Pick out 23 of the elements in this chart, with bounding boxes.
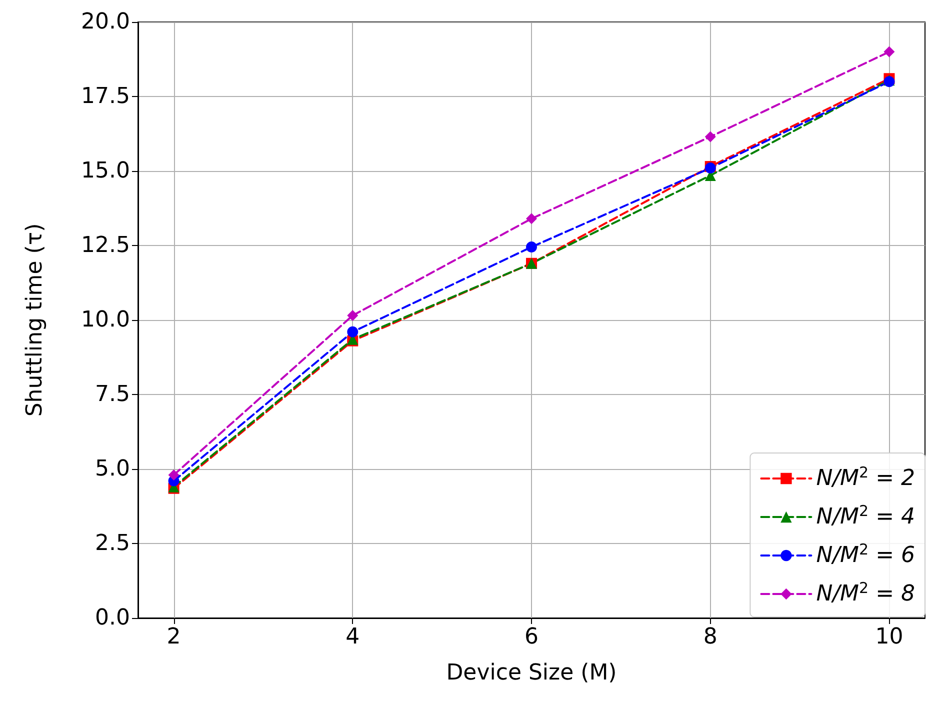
point (884, 46, 895, 58)
x-tick-label: 2 (166, 624, 181, 650)
x-axis-title: Device Size (M) (446, 660, 617, 686)
y-tick-label: 12.5 (81, 233, 130, 258)
y-tick-label: 17.5 (81, 84, 130, 109)
x-tick-label: 6 (524, 624, 538, 650)
point (168, 469, 180, 480)
x-tick-label: 10 (875, 624, 904, 650)
point (347, 326, 358, 338)
point (526, 241, 537, 252)
x-tick-label: 8 (703, 624, 718, 650)
x-tick-label: 4 (346, 624, 360, 650)
y-tick-label: 20.0 (81, 10, 130, 34)
y-tick-label: 7.5 (95, 382, 130, 407)
point (347, 310, 358, 322)
y-tick-label: 0.0 (95, 606, 130, 630)
y-tick-label: 10.0 (81, 308, 130, 332)
point (704, 131, 716, 142)
point (526, 213, 537, 224)
y-axis-title: Shuttling time (τ) (22, 223, 48, 417)
y-tick-label: 2.5 (95, 531, 130, 556)
y-tick-label: 5.0 (95, 456, 130, 482)
y-tick-label: 15.0 (81, 158, 130, 184)
